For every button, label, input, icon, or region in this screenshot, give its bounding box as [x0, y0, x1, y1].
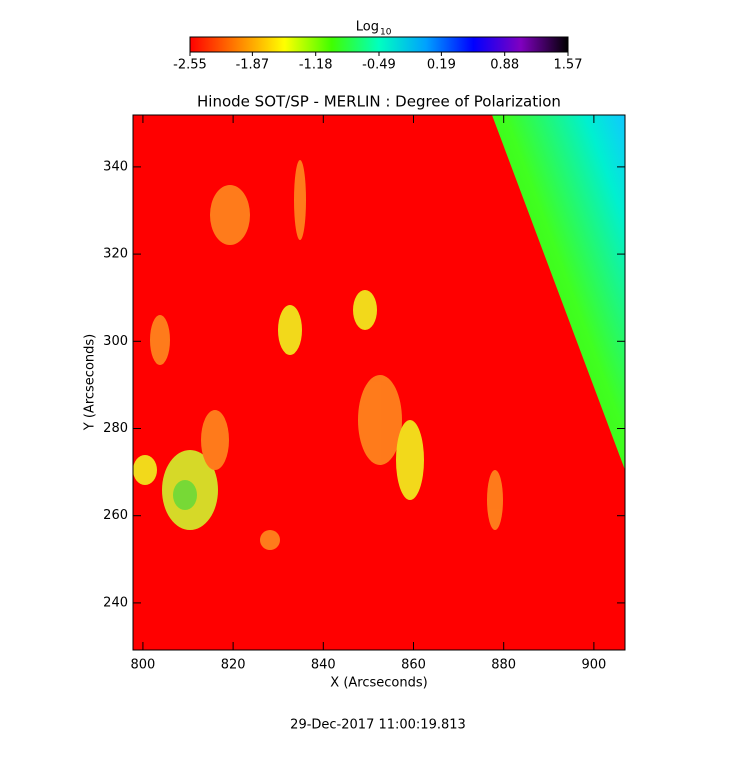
y-tick-label: 260: [103, 508, 128, 523]
plot-frame: [132, 114, 626, 651]
colorbar-title: Log 10: [356, 20, 392, 38]
colorbar-label-sub: 10: [380, 28, 392, 38]
x-tick-label: 880: [491, 658, 516, 673]
colorbar-tick-label: -1.87: [236, 58, 270, 73]
image: [133, 115, 625, 650]
colorbar-label: Log: [356, 20, 379, 35]
limb-region: [492, 115, 625, 470]
colorbar-tick-label: -0.49: [362, 58, 396, 73]
x-tick-label: 860: [401, 658, 426, 673]
y-axis-label: Y (Arcseconds): [83, 334, 98, 431]
x-tick-label: 840: [311, 658, 336, 673]
colorbar-tick-label: 0.19: [427, 58, 456, 73]
y-tick-label: 240: [103, 595, 128, 610]
chart-title: Hinode SOT/SP - MERLIN : Degree of Polar…: [197, 93, 561, 111]
y-tick-label: 280: [103, 421, 128, 436]
y-tick-label: 320: [103, 247, 128, 262]
colorbar: [189, 36, 569, 53]
footer-date: 29-Dec-2017 11:00:19.813: [290, 718, 466, 733]
x-tick-label: 800: [131, 658, 156, 673]
colorbar-tick-label: -2.55: [173, 58, 207, 73]
polarization-patches: [133, 160, 503, 550]
colorbar-tick-label: -1.18: [299, 58, 333, 73]
colorbar-tick-label: 0.88: [490, 58, 519, 73]
x-tick-label: 820: [221, 658, 246, 673]
x-axis-label: X (Arcseconds): [330, 676, 427, 691]
y-tick-label: 300: [103, 334, 128, 349]
colorbar-tick-label: 1.57: [554, 58, 583, 73]
x-tick-label: 900: [581, 658, 606, 673]
y-tick-label: 340: [103, 159, 128, 174]
